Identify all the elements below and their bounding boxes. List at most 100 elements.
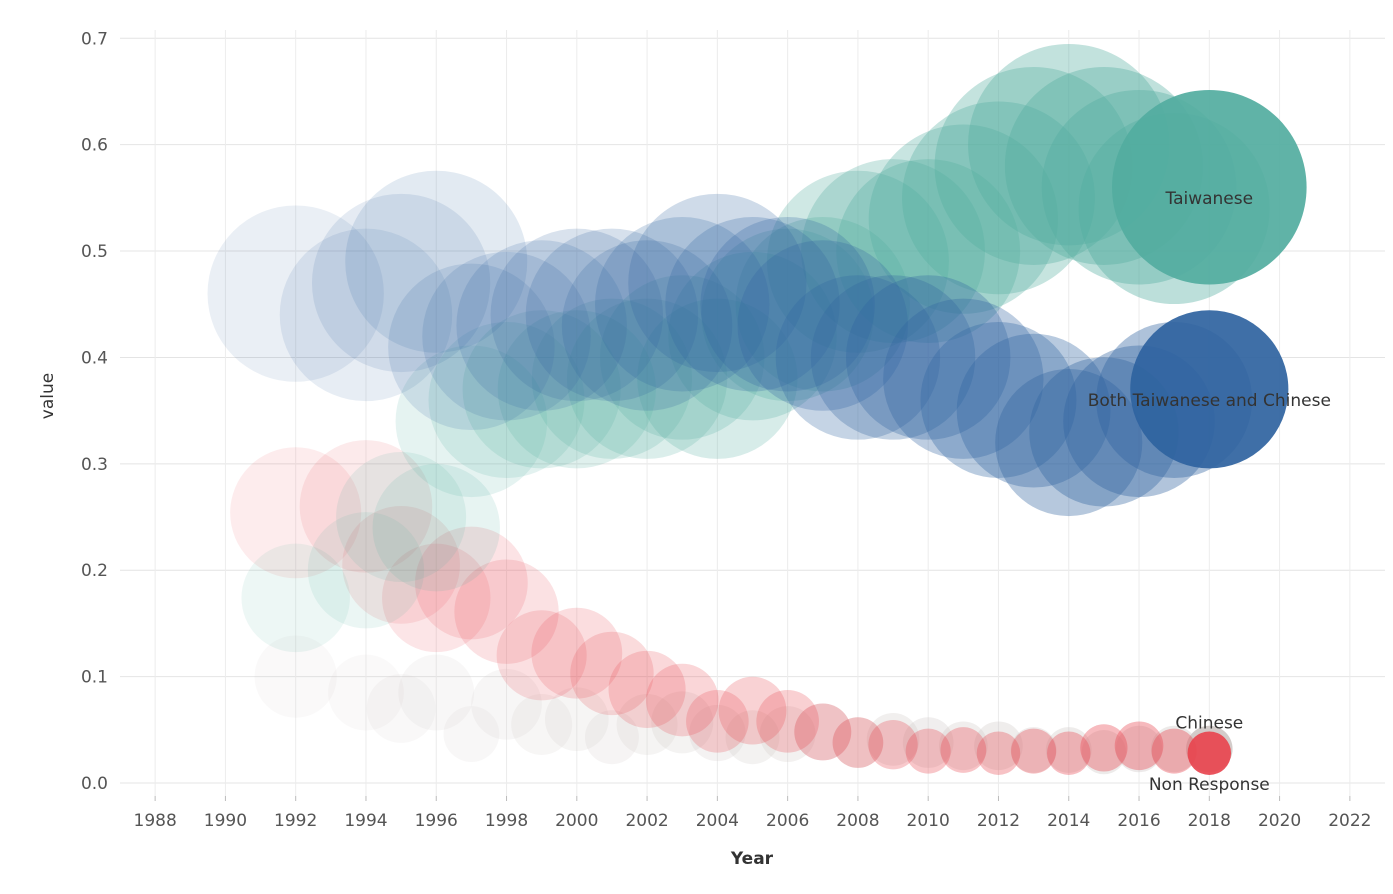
bubble-chinese[interactable] [1011,728,1057,774]
bubble-taiwanese[interactable] [428,322,585,478]
bubble-taiwanese[interactable] [735,217,910,392]
bubble-non-response[interactable] [398,654,475,731]
bubble-non-response[interactable] [471,668,542,740]
bubble-non-response[interactable] [832,717,884,768]
bubble-both-taiwanese-and-chinese[interactable] [1130,310,1289,469]
bubble-non-response[interactable] [1010,727,1057,773]
bubble-chinese[interactable] [976,731,1021,775]
bubble-non-response[interactable] [866,713,920,766]
bubble-non-response[interactable] [1081,730,1127,775]
bubble-chinese[interactable] [1080,724,1128,772]
bubble-non-response[interactable] [443,706,500,762]
x-tick-label: 2016 [1117,811,1160,831]
bubble-taiwanese[interactable] [307,512,425,629]
bubble-both-taiwanese-and-chinese[interactable] [995,369,1143,517]
bubble-chinese[interactable] [1187,731,1232,775]
bubble-taiwanese[interactable] [701,228,874,402]
bubble-chinese[interactable] [756,689,819,753]
bubble-both-taiwanese-and-chinese[interactable] [737,240,909,411]
bubble-non-response[interactable] [1150,725,1198,773]
bubble-both-taiwanese-and-chinese[interactable] [700,217,875,392]
bubble-taiwanese[interactable] [395,345,548,498]
bubble-chinese[interactable] [454,559,559,664]
bubble-both-taiwanese-and-chinese[interactable] [883,298,1044,459]
bubble-non-response[interactable] [544,687,609,752]
bubble-both-taiwanese-and-chinese[interactable] [490,228,664,402]
bubble-both-taiwanese-and-chinese[interactable] [628,193,807,373]
bubble-both-taiwanese-and-chinese[interactable] [810,275,976,440]
bubble-both-taiwanese-and-chinese[interactable] [311,193,491,373]
bubble-both-taiwanese-and-chinese[interactable] [845,275,1011,440]
bubble-non-response[interactable] [254,635,337,718]
bubble-non-response[interactable] [759,706,816,762]
bubble-taiwanese[interactable] [462,310,621,469]
bubble-both-taiwanese-and-chinese[interactable] [561,240,733,411]
bubble-chinese[interactable] [608,650,686,728]
bubble-both-taiwanese-and-chinese[interactable] [665,217,840,392]
bubble-taiwanese[interactable] [902,101,1095,295]
bubble-chinese[interactable] [868,720,918,770]
bubble-non-response[interactable] [366,674,436,743]
bubble-both-taiwanese-and-chinese[interactable] [279,228,453,402]
bubble-chinese[interactable] [531,607,623,699]
bubble-both-taiwanese-and-chinese[interactable] [920,322,1077,478]
bubble-taiwanese[interactable] [801,159,985,343]
bubble-both-taiwanese-and-chinese[interactable] [388,263,555,431]
bubble-chinese[interactable] [1151,728,1197,774]
bubble-taiwanese[interactable] [531,298,693,459]
bubble-both-taiwanese-and-chinese[interactable] [207,205,384,382]
bubble-taiwanese[interactable] [637,298,798,459]
bubble-both-taiwanese-and-chinese[interactable] [775,275,941,440]
bubble-taiwanese[interactable] [934,66,1133,265]
bubble-taiwanese[interactable] [241,543,350,653]
bubble-taiwanese[interactable] [668,251,837,421]
bubble-non-response[interactable] [725,710,780,765]
bubble-non-response[interactable] [328,654,404,731]
bubble-taiwanese[interactable] [372,463,500,592]
bubble-both-taiwanese-and-chinese[interactable] [456,240,627,411]
bubble-non-response[interactable] [902,717,954,768]
bubble-taiwanese[interactable] [1112,89,1307,285]
bubble-chinese[interactable] [415,526,528,640]
bubble-non-response[interactable] [511,693,573,755]
bubble-taiwanese[interactable] [836,159,1021,343]
bubble-non-response[interactable] [939,721,988,771]
bubble-chinese[interactable] [230,447,362,579]
bubble-both-taiwanese-and-chinese[interactable] [956,333,1111,488]
bubble-non-response[interactable] [974,721,1023,771]
bubble-chinese[interactable] [645,663,719,737]
bubble-non-response[interactable] [794,703,852,761]
bubble-chinese[interactable] [905,728,951,774]
bubble-chinese[interactable] [940,727,987,773]
bubble-both-taiwanese-and-chinese[interactable] [345,170,528,353]
bubble-chinese[interactable] [299,440,433,573]
bubble-chinese[interactable] [570,631,654,716]
x-tick-label: 2000 [555,811,598,831]
bubble-chinese[interactable] [496,610,587,701]
bubble-taiwanese[interactable] [566,298,728,459]
bubble-chinese[interactable] [1046,731,1091,775]
bubble-taiwanese[interactable] [600,275,765,440]
bubble-both-taiwanese-and-chinese[interactable] [525,228,699,402]
bubble-taiwanese[interactable] [868,124,1058,314]
bubble-chinese[interactable] [794,703,852,761]
bubble-chinese[interactable] [1114,721,1164,771]
bubble-both-taiwanese-and-chinese[interactable] [422,251,591,421]
bubble-taiwanese[interactable] [336,452,467,583]
bubble-chinese[interactable] [342,506,460,624]
bubble-chinese[interactable] [718,676,787,745]
x-tick-label: 2014 [1047,811,1090,831]
bubble-non-response[interactable] [651,691,714,754]
bubble-chinese[interactable] [686,689,749,753]
bubble-taiwanese[interactable] [497,310,656,469]
bubble-non-response[interactable] [616,693,678,755]
y-tick-label: 0.5 [81,242,108,262]
bubble-non-response[interactable] [1115,725,1163,773]
bubble-chinese[interactable] [382,543,491,653]
bubble-taiwanese[interactable] [766,170,949,353]
bubble-non-response[interactable] [689,704,746,762]
bubble-both-taiwanese-and-chinese[interactable] [595,217,770,392]
bubble-non-response[interactable] [584,710,639,765]
bubble-chinese[interactable] [832,717,884,768]
bubble-non-response[interactable] [1045,727,1092,773]
